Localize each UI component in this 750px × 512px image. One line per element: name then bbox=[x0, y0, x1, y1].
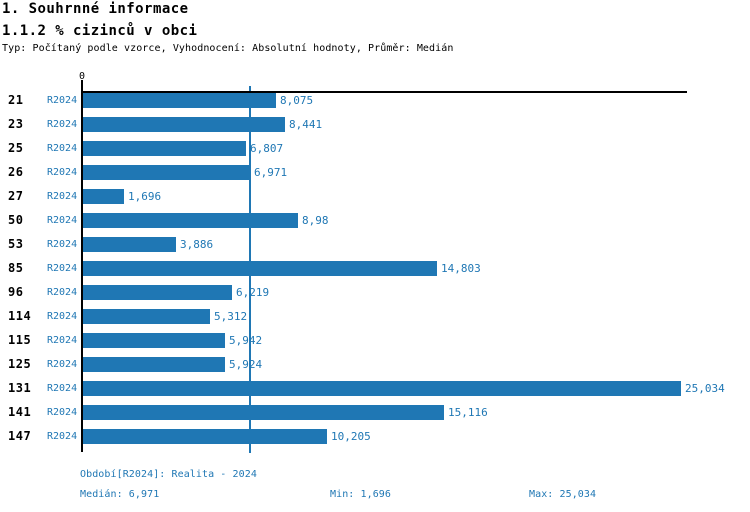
row-period-label: R2024 bbox=[47, 239, 78, 250]
footer-min-label: Min: 1,696 bbox=[330, 489, 392, 500]
row-period-label: R2024 bbox=[47, 359, 78, 370]
row-period-label: R2024 bbox=[47, 119, 78, 130]
bar-value-label: 5,312 bbox=[214, 310, 248, 323]
row-category-label: 25 bbox=[8, 141, 24, 155]
row-category-label: 53 bbox=[8, 237, 24, 251]
row-period-label: R2024 bbox=[47, 191, 78, 202]
bar bbox=[83, 381, 681, 396]
row-category-label: 131 bbox=[8, 381, 32, 395]
row-period-label: R2024 bbox=[47, 383, 78, 394]
row-period-label: R2024 bbox=[47, 431, 78, 442]
footer-median-label: Medián: 6,971 bbox=[80, 489, 160, 500]
bar-value-label: 14,803 bbox=[441, 262, 481, 275]
bar bbox=[83, 333, 225, 348]
footer-period-label: Období[R2024]: Realita - 2024 bbox=[80, 469, 257, 480]
y-axis-line bbox=[81, 80, 83, 452]
row-period-label: R2024 bbox=[47, 215, 78, 226]
row-category-label: 141 bbox=[8, 405, 32, 419]
chart-subtitle: 1.1.2 % cizinců v obci bbox=[2, 23, 198, 39]
row-period-label: R2024 bbox=[47, 95, 78, 106]
bar-value-label: 5,924 bbox=[229, 358, 263, 371]
row-period-label: R2024 bbox=[47, 407, 78, 418]
x-axis-zero-label: 0 bbox=[78, 71, 86, 82]
bar bbox=[83, 285, 232, 300]
row-category-label: 125 bbox=[8, 357, 32, 371]
page-title: 1. Souhrnné informace bbox=[2, 1, 189, 17]
footer-max-label: Max: 25,034 bbox=[529, 489, 597, 500]
bar bbox=[83, 141, 246, 156]
row-category-label: 21 bbox=[8, 93, 24, 107]
bar bbox=[83, 261, 437, 276]
bar-value-label: 8,98 bbox=[302, 214, 329, 227]
bar bbox=[83, 165, 250, 180]
chart-meta-line: Typ: Počítaný podle vzorce, Vyhodnocení:… bbox=[2, 43, 454, 54]
row-category-label: 50 bbox=[8, 213, 24, 227]
bar-value-label: 6,971 bbox=[254, 166, 288, 179]
bar bbox=[83, 309, 210, 324]
bar-value-label: 3,886 bbox=[180, 238, 214, 251]
bar bbox=[83, 117, 285, 132]
bar bbox=[83, 189, 124, 204]
row-category-label: 23 bbox=[8, 117, 24, 131]
row-period-label: R2024 bbox=[47, 167, 78, 178]
bar-value-label: 8,441 bbox=[289, 118, 323, 131]
row-period-label: R2024 bbox=[47, 311, 78, 322]
bar bbox=[83, 213, 298, 228]
bar-value-label: 10,205 bbox=[331, 430, 371, 443]
row-category-label: 147 bbox=[8, 429, 32, 443]
bar-value-label: 6,219 bbox=[236, 286, 270, 299]
bar bbox=[83, 357, 225, 372]
row-category-label: 96 bbox=[8, 285, 24, 299]
row-category-label: 26 bbox=[8, 165, 24, 179]
row-period-label: R2024 bbox=[47, 335, 78, 346]
bar-value-label: 1,696 bbox=[128, 190, 162, 203]
row-category-label: 115 bbox=[8, 333, 32, 347]
bar bbox=[83, 429, 327, 444]
bar-value-label: 5,942 bbox=[229, 334, 263, 347]
row-category-label: 114 bbox=[8, 309, 32, 323]
row-period-label: R2024 bbox=[47, 143, 78, 154]
row-period-label: R2024 bbox=[47, 263, 78, 274]
bar-value-label: 8,075 bbox=[280, 94, 314, 107]
x-axis-line bbox=[81, 91, 687, 93]
bar-value-label: 6,807 bbox=[250, 142, 284, 155]
bar bbox=[83, 93, 276, 108]
row-category-label: 85 bbox=[8, 261, 24, 275]
bar bbox=[83, 405, 444, 420]
bar-value-label: 25,034 bbox=[685, 382, 725, 395]
row-period-label: R2024 bbox=[47, 287, 78, 298]
row-category-label: 27 bbox=[8, 189, 24, 203]
bar-value-label: 15,116 bbox=[448, 406, 488, 419]
bar bbox=[83, 237, 176, 252]
